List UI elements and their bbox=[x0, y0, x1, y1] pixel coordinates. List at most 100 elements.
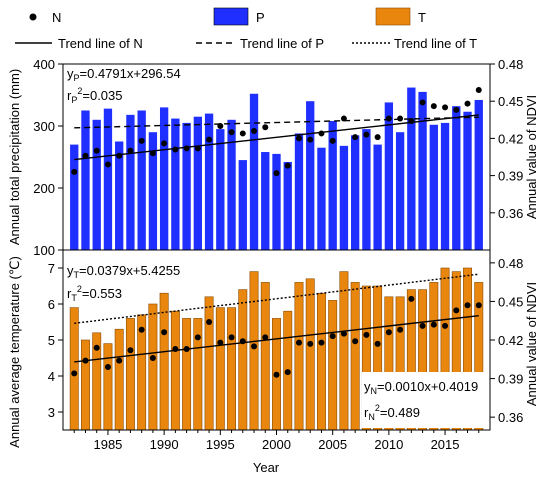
precipitation-bars bbox=[70, 87, 483, 251]
top-ndvi-point bbox=[419, 99, 426, 106]
x-axis-label: Year bbox=[253, 460, 280, 475]
temperature-bar bbox=[305, 278, 315, 431]
bottom-ndvi-point bbox=[127, 347, 134, 354]
precipitation-bar bbox=[204, 113, 214, 250]
bottom-ndvi-point bbox=[161, 329, 168, 336]
legend-t-label: T bbox=[418, 10, 426, 25]
top-ndvi-point bbox=[93, 147, 100, 154]
precipitation-bar bbox=[429, 124, 438, 250]
bottom-trend-t bbox=[74, 273, 479, 325]
bottom-ndvi-point bbox=[295, 339, 302, 346]
top-trend-n bbox=[74, 114, 479, 161]
bottom-left-tick-label: 3 bbox=[48, 405, 55, 420]
precipitation-bar bbox=[283, 161, 292, 250]
bottom-trend-n bbox=[74, 315, 479, 363]
top-right-tick-label: 0.42 bbox=[498, 131, 523, 146]
bottom-left-axis-label: Annual average temperature (℃) bbox=[7, 256, 22, 448]
temperature-bar bbox=[316, 292, 326, 431]
top-ndvi-point bbox=[161, 140, 168, 147]
precipitation-bar bbox=[351, 135, 360, 250]
precipitation-bar bbox=[373, 144, 382, 250]
top-left-tick-label: 200 bbox=[33, 181, 55, 196]
bottom-ndvi-point bbox=[206, 319, 213, 325]
temperature-bar bbox=[114, 328, 124, 431]
temperature-bar bbox=[81, 339, 90, 431]
top-ndvi-point bbox=[430, 103, 437, 110]
x-tick-label: 1990 bbox=[150, 437, 179, 452]
top-ndvi-point bbox=[385, 115, 392, 122]
top-ndvi-point bbox=[228, 129, 235, 136]
temperature-bar bbox=[238, 289, 248, 431]
temperature-bar bbox=[339, 271, 349, 431]
precipitation-bar bbox=[328, 121, 337, 250]
top-ndvi-point bbox=[295, 135, 302, 142]
bottom-ndvi-point bbox=[408, 295, 415, 302]
bottom-ndvi-point bbox=[138, 326, 145, 333]
precipitation-bar bbox=[317, 147, 326, 250]
bottom-left-tick-label: 5 bbox=[48, 333, 55, 348]
top-ndvi-point bbox=[284, 162, 291, 169]
bottom-ndvi-point bbox=[464, 302, 471, 309]
top-right-axis-label: Annual value of NDVI bbox=[524, 95, 539, 219]
top-ndvi-point bbox=[273, 170, 280, 177]
top-ndvi-point bbox=[464, 100, 471, 107]
bottom-ndvi-point bbox=[318, 339, 325, 346]
top-trend-p bbox=[74, 116, 479, 129]
precipitation-bar bbox=[249, 93, 259, 250]
equation-n: yN=0.0010x+0.4019 rN2=0.489 bbox=[362, 372, 488, 428]
temperature-bar bbox=[103, 343, 113, 431]
bottom-right-tick-label: 0.48 bbox=[498, 256, 523, 271]
precipitation-bar bbox=[115, 141, 124, 250]
temperature-bar bbox=[125, 318, 135, 431]
legend-trend-t-label: Trend line of T bbox=[394, 36, 477, 51]
bottom-ndvi-point bbox=[419, 322, 426, 329]
bottom-ndvi-points bbox=[71, 295, 482, 378]
bottom-ndvi-point bbox=[239, 338, 246, 345]
bottom-right-tick-label: 0.45 bbox=[498, 294, 523, 309]
svg-text:yT=0.0379x+5.4255: yT=0.0379x+5.4255 bbox=[67, 263, 180, 280]
top-ndvi-point bbox=[217, 123, 224, 129]
legend-n-label: N bbox=[52, 10, 61, 25]
bottom-ndvi-point bbox=[104, 364, 111, 370]
precipitation-bar bbox=[452, 106, 461, 250]
bottom-ndvi-point bbox=[71, 370, 78, 377]
precipitation-bar bbox=[92, 119, 101, 250]
top-ndvi-point bbox=[206, 136, 213, 143]
bottom-right-tick-label: 0.42 bbox=[498, 333, 523, 348]
x-tick-label: 2000 bbox=[262, 437, 291, 452]
top-ndvi-point bbox=[183, 145, 190, 152]
equation-t: yT=0.0379x+5.4255 rT2=0.553 bbox=[67, 263, 180, 303]
precipitation-bar bbox=[70, 144, 79, 250]
precipitation-bar bbox=[171, 118, 180, 250]
bottom-ndvi-point bbox=[251, 343, 258, 350]
bottom-ndvi-point bbox=[149, 355, 156, 361]
bottom-ndvi-point bbox=[430, 321, 437, 328]
top-ndvi-point bbox=[262, 124, 269, 131]
top-ndvi-points bbox=[71, 87, 482, 177]
top-ndvi-point bbox=[149, 150, 156, 157]
bottom-right-tick-label: 0.39 bbox=[498, 372, 523, 387]
bottom-right-tick-label: 0.36 bbox=[498, 410, 523, 425]
top-right-tick-label: 0.36 bbox=[498, 206, 523, 221]
bottom-ndvi-point bbox=[329, 333, 336, 340]
bottom-ndvi-point bbox=[475, 302, 482, 309]
top-ndvi-point bbox=[397, 115, 404, 122]
top-right-tick-label: 0.48 bbox=[498, 57, 523, 72]
top-ndvi-point bbox=[475, 87, 482, 94]
precipitation-bar bbox=[238, 160, 247, 250]
top-ndvi-point bbox=[194, 145, 201, 152]
legend-t-swatch bbox=[375, 7, 411, 26]
bottom-ndvi-point bbox=[183, 346, 190, 352]
bottom-ndvi-point bbox=[273, 371, 280, 378]
precipitation-bar bbox=[159, 107, 169, 251]
bottom-left-tick-label: 4 bbox=[48, 369, 55, 384]
bottom-ndvi-point bbox=[228, 334, 235, 341]
top-ndvi-point bbox=[172, 146, 179, 153]
temperature-bar bbox=[148, 303, 158, 431]
precipitation-bar bbox=[306, 101, 315, 250]
temperature-bar bbox=[227, 307, 237, 431]
top-ndvi-point bbox=[82, 152, 89, 159]
svg-text:yN=0.0010x+0.4019: yN=0.0010x+0.4019 bbox=[364, 379, 478, 396]
axis-ticks: 1985 1990 1995 2000 2005 2010 2015 100 200 300 400… bbox=[33, 57, 523, 452]
bottom-ndvi-point bbox=[93, 344, 100, 351]
